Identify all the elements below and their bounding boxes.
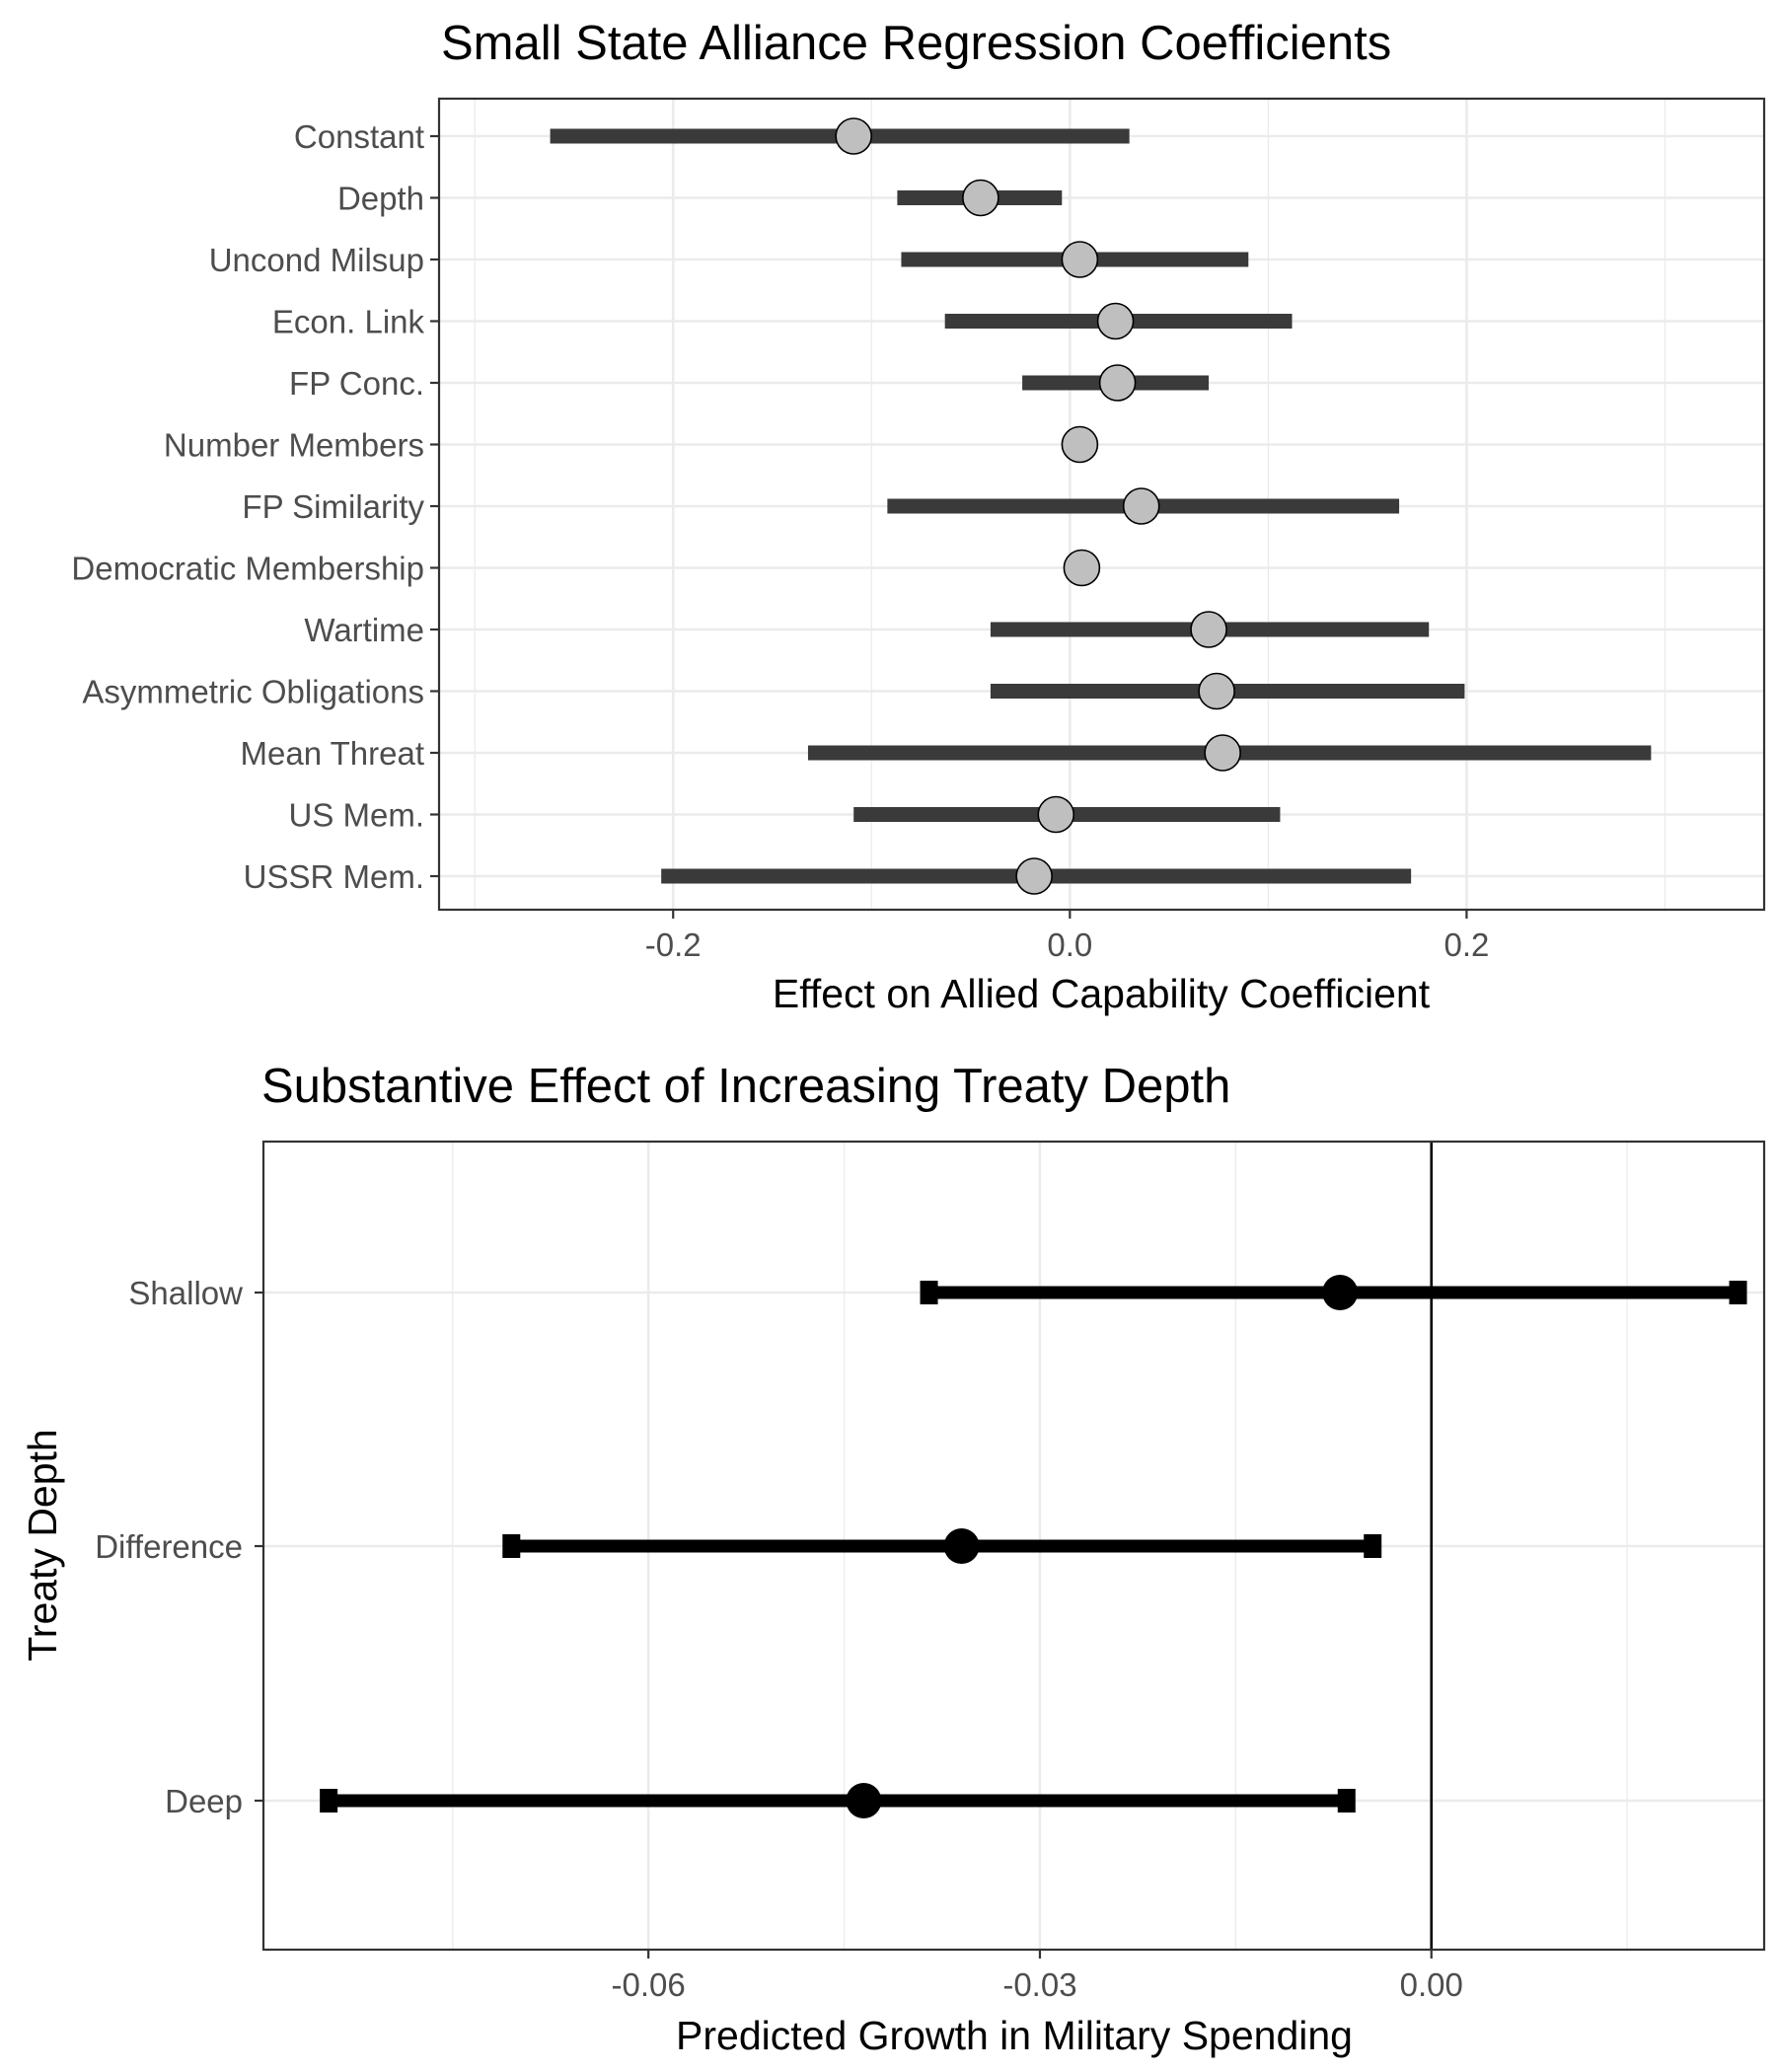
chart2-interval-lower-cap (320, 1789, 338, 1813)
chart1-estimate-point (1015, 857, 1053, 895)
chart1-category-label: Depth (337, 181, 424, 217)
chart2-y-ticks: Shallow Difference Deep (95, 1275, 263, 1819)
chart2-category-label: Shallow (128, 1275, 243, 1311)
chart1-estimate-point (835, 117, 872, 155)
chart1-category-label: USSR Mem. (244, 858, 424, 895)
chart1-x-tick-label: 0.2 (1443, 926, 1489, 963)
chart1-estimate-point (1198, 672, 1235, 710)
chart2-interval-lower-cap (502, 1534, 521, 1558)
chart1-category-label: Constant (294, 118, 424, 155)
chart2-estimate-point (943, 1528, 980, 1564)
chart1-category-label: Mean Threat (241, 735, 425, 772)
chart2-x-tick-label: -0.06 (612, 1966, 686, 2003)
chart1-category-label: FP Conc. (289, 365, 424, 402)
chart2-interval-upper-cap (1337, 1789, 1356, 1813)
chart2-points (846, 1275, 1359, 1818)
chart1-estimate-point (962, 179, 999, 217)
chart2-estimate-point (846, 1783, 882, 1818)
chart2-category-label: Deep (165, 1783, 243, 1819)
chart1-title: Small State Alliance Regression Coeffici… (441, 17, 1391, 70)
chart1-y-ticks: Constant Depth Uncond Milsup Econ. Link FP C… (71, 118, 439, 895)
chart1-x-ticks: -0.2 0.0 0.2 (645, 910, 1489, 963)
chart2-category-label: Difference (95, 1528, 243, 1565)
chart1-category-label: Asymmetric Obligations (82, 674, 424, 710)
chart1-estimate-point (1037, 795, 1075, 834)
chart2-interval-upper-cap (1364, 1534, 1382, 1558)
chart2-x-tick-label: 0.00 (1400, 1966, 1463, 2003)
chart2-y-axis-title: Treaty Depth (20, 1429, 65, 1661)
chart2-estimate-point (1322, 1275, 1359, 1310)
chart1-category-label: US Mem. (288, 797, 424, 834)
chart1-x-tick-label: 0.0 (1047, 926, 1092, 963)
chart1-category-label: Democratic Membership (71, 551, 424, 587)
chart1-estimate-point (1061, 425, 1099, 464)
chart1-category-label: Number Members (164, 427, 424, 464)
coefficient-chart: Small State Alliance Regression Coeffici… (71, 17, 1766, 1016)
chart2-x-axis-title: Predicted Growth in Military Spending (676, 2013, 1353, 2058)
chart1-points (835, 117, 1241, 895)
chart1-x-axis-title: Effect on Allied Capability Coefficient (773, 971, 1431, 1016)
chart1-category-label: Econ. Link (272, 304, 425, 340)
chart1-estimate-point (1096, 302, 1135, 340)
chart2-interval-lower-cap (920, 1281, 938, 1304)
chart1-estimate-point (1063, 549, 1101, 587)
chart1-panel-border (437, 97, 1766, 912)
chart2-x-ticks: -0.06 -0.03 0.00 (612, 1950, 1463, 2003)
chart1-estimate-point (1190, 611, 1227, 648)
chart2-title: Substantive Effect of Increasing Treaty … (261, 1060, 1230, 1113)
treaty-depth-chart: Substantive Effect of Increasing Treaty … (20, 1060, 1766, 2058)
chart1-estimate-point (1098, 364, 1137, 402)
chart1-x-tick-label: -0.2 (645, 926, 702, 963)
chart1-estimate-point (1061, 241, 1099, 278)
chart1-category-label: Uncond Milsup (209, 242, 424, 278)
chart1-estimate-point (1204, 734, 1241, 772)
chart1-estimate-point (1122, 487, 1160, 525)
chart1-category-label: Wartime (304, 612, 424, 648)
chart2-interval-upper-cap (1729, 1281, 1747, 1304)
chart1-category-label: FP Similarity (242, 488, 424, 525)
chart2-x-tick-label: -0.03 (1002, 1966, 1076, 2003)
